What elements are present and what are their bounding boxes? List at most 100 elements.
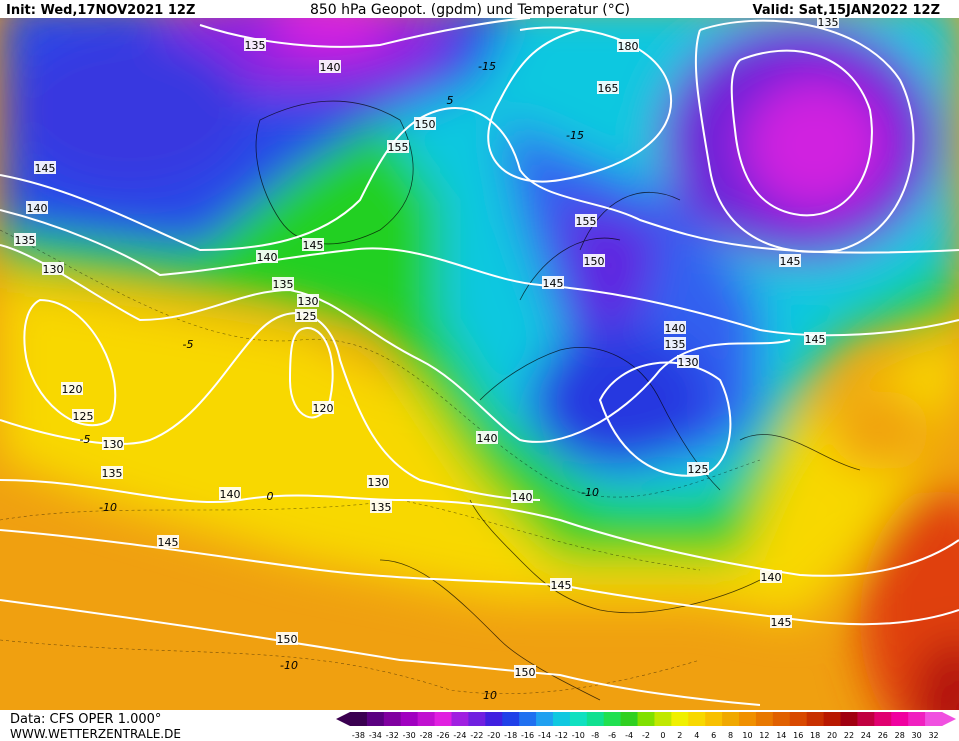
geopotential-label: 135 — [15, 234, 36, 247]
geopotential-label: 130 — [298, 295, 319, 308]
geopotential-label: 130 — [43, 263, 64, 276]
geopotential-label: 135 — [665, 338, 686, 351]
geopotential-label: 165 — [598, 82, 619, 95]
legend-tick-label: 30 — [912, 731, 922, 740]
label-box — [511, 490, 533, 503]
label-box — [276, 632, 298, 645]
legend-swatch — [722, 712, 740, 726]
geopotential-label: 140 — [761, 571, 782, 584]
label-box — [244, 38, 266, 51]
geopotential-label: 145 — [771, 616, 792, 629]
legend-swatch — [908, 712, 926, 726]
label-box — [256, 250, 278, 263]
label-box — [804, 332, 826, 345]
geopotential-label: 145 — [805, 333, 826, 346]
legend-swatch — [840, 712, 858, 726]
geopotential-label: 135 — [818, 16, 839, 29]
label-box — [102, 437, 124, 450]
legend-tick-label: -2 — [642, 731, 650, 740]
header-bar — [0, 0, 959, 18]
valid-label: Valid: Sat,15JAN2022 12Z — [753, 3, 940, 18]
legend-swatch — [468, 712, 486, 726]
geopotential-label: 140 — [257, 251, 278, 264]
legend-tick-label: -10 — [572, 731, 585, 740]
color-legend: -38 -34 -32 -30 -28 -26 -24 -22 -20 -18 -16 -14 -12-… — [336, 712, 956, 740]
legend-tick-label: -14 — [538, 731, 551, 740]
label-box — [550, 578, 572, 591]
geopotential-label: 130 — [678, 356, 699, 369]
temperature-label: -10 — [581, 486, 599, 499]
geopotential-label: 135 — [245, 39, 266, 52]
temperature-label: 0 — [267, 490, 274, 503]
site-name: WWW.WETTERZENTRALE.DE — [10, 727, 181, 741]
geopotential-label: 140 — [320, 61, 341, 74]
label-box — [476, 431, 498, 444]
label-box — [42, 262, 64, 275]
legend-tick-label: 12 — [759, 731, 769, 740]
geopotential-label: 150 — [415, 118, 436, 131]
legend-swatch — [350, 712, 368, 726]
geopotential-label: 140 — [220, 488, 241, 501]
geopotential-label: 140 — [27, 202, 48, 215]
legend-swatch — [857, 712, 875, 726]
temperature-label: -15 — [478, 60, 496, 73]
geopotential-label: 150 — [277, 633, 298, 646]
legend-tick-label: -12 — [555, 731, 568, 740]
legend-tick-label: -30 — [403, 731, 416, 740]
legend-swatch — [417, 712, 436, 726]
legend-swatch — [451, 712, 469, 726]
legend-swatch — [536, 712, 554, 726]
label-box — [687, 462, 709, 475]
geopotential-label: 145 — [543, 277, 564, 290]
legend-arrow — [336, 712, 350, 726]
geopotential-label: 155 — [388, 141, 409, 154]
geopotential-label: 150 — [584, 255, 605, 268]
temperature-label: -5 — [80, 433, 91, 446]
data-source: Data: CFS OPER 1.000° — [10, 712, 161, 727]
temperature-label: -10 — [280, 659, 298, 672]
label-box — [61, 382, 83, 395]
legend-swatch — [925, 712, 943, 726]
legend-swatch — [789, 712, 808, 726]
legend-tick-label: 18 — [810, 731, 820, 740]
legend-tick-label: -20 — [487, 731, 500, 740]
label-box — [414, 117, 436, 130]
legend-tick-label: -4 — [625, 731, 633, 740]
legend-tick-label: 4 — [694, 731, 699, 740]
label-box — [664, 321, 686, 334]
geopotential-label: 145 — [303, 239, 324, 252]
legend-tick-label: 20 — [827, 731, 837, 740]
label-box — [617, 39, 639, 52]
geopotential-label: 140 — [477, 432, 498, 445]
legend-tick-label: -32 — [386, 731, 399, 740]
geopotential-label: 135 — [273, 278, 294, 291]
legend-tick-label: 0 — [660, 731, 665, 740]
legend-swatch — [637, 712, 655, 726]
geopotential-label: 155 — [576, 215, 597, 228]
legend-tick-label: -8 — [591, 731, 599, 740]
label-box — [597, 81, 619, 94]
temperature-label: -5 — [183, 338, 194, 351]
legend-swatch — [755, 712, 774, 726]
geopotential-label: 180 — [618, 40, 639, 53]
geopotential-label: 135 — [371, 501, 392, 514]
label-box — [367, 475, 389, 488]
geopotential-label: 125 — [688, 463, 709, 476]
legend-swatch — [383, 712, 402, 726]
map-title: 850 hPa Geopot. (gpdm) und Temperatur (°… — [310, 2, 630, 18]
geopotential-label: 125 — [296, 310, 317, 323]
legend-tick-label: -16 — [521, 731, 534, 740]
label-box — [817, 15, 839, 28]
label-box — [387, 140, 409, 153]
label-box — [272, 277, 294, 290]
geopotential-label: 145 — [35, 162, 56, 175]
legend-swatch — [603, 712, 622, 726]
label-box — [14, 233, 36, 246]
legend-tick-label: 2 — [677, 731, 682, 740]
legend-tick-label: 22 — [844, 731, 854, 740]
label-box — [297, 294, 319, 307]
legend-swatch — [552, 712, 571, 726]
init-label: Init: Wed,17NOV2021 12Z — [6, 3, 195, 18]
